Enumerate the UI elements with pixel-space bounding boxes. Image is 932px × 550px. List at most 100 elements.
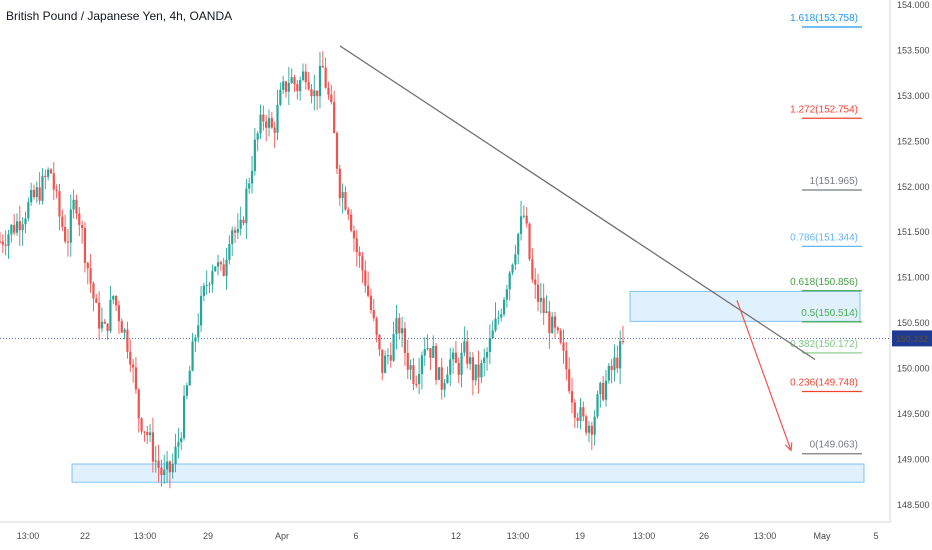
candle-body xyxy=(120,321,123,333)
candle-body xyxy=(477,364,480,378)
trend-line xyxy=(339,45,816,361)
candle-body xyxy=(350,214,353,231)
candle-body xyxy=(100,321,104,329)
candle-body xyxy=(613,357,616,371)
candle-body xyxy=(471,357,474,381)
candle-body xyxy=(545,311,548,314)
candle-body xyxy=(364,270,367,286)
x-tick-label: 29 xyxy=(203,531,213,541)
candle-body xyxy=(423,349,426,356)
candle-body xyxy=(83,228,87,263)
candle-body xyxy=(205,285,208,287)
y-tick-label: 148.500 xyxy=(897,500,930,510)
forecast-arrow-head xyxy=(784,442,793,452)
candle-body xyxy=(324,67,327,88)
y-tick-label: 152.000 xyxy=(897,182,930,192)
candle-body xyxy=(502,299,506,315)
candle-body xyxy=(494,318,497,331)
candle-body xyxy=(112,296,115,300)
candle-body xyxy=(460,352,463,375)
candle-body xyxy=(568,369,571,392)
candle-body xyxy=(81,224,84,229)
candle-body xyxy=(579,407,582,421)
candle-body xyxy=(32,190,36,198)
candle-body xyxy=(381,349,384,373)
candle-body xyxy=(282,81,285,90)
fib-level-label: 1.618(153.758) xyxy=(790,13,858,24)
candle-body xyxy=(174,446,177,464)
candle-body xyxy=(321,65,324,68)
candle-body xyxy=(194,337,197,342)
candle-body xyxy=(66,241,70,243)
candle-body xyxy=(361,255,364,271)
candle-body xyxy=(367,285,370,296)
candle-body xyxy=(270,118,273,128)
candle-body xyxy=(242,219,245,224)
x-tick-label: 6 xyxy=(353,531,358,541)
candle-body xyxy=(355,238,358,253)
y-tick-label: 149.000 xyxy=(897,454,930,464)
y-tick-label: 154.000 xyxy=(897,0,930,10)
candle-body xyxy=(35,187,38,198)
candle-body xyxy=(449,359,452,375)
candle-body xyxy=(273,127,276,133)
candle-body xyxy=(511,264,514,273)
fib-level-label: 0.786(151.344) xyxy=(790,232,858,243)
candle-body xyxy=(222,264,225,276)
candle-body xyxy=(338,168,341,199)
candle-body xyxy=(384,355,387,373)
candle-body xyxy=(290,77,293,83)
candle-body xyxy=(310,89,313,97)
candle-body xyxy=(15,221,19,233)
candle-body xyxy=(559,330,562,343)
candle-body xyxy=(225,259,228,276)
candle-body xyxy=(197,325,200,338)
candle-body xyxy=(0,241,2,243)
candle-body xyxy=(123,329,126,333)
x-tick-label: 13:00 xyxy=(17,531,40,541)
candle-body xyxy=(236,228,239,233)
candle-body xyxy=(293,77,296,85)
candle-body xyxy=(330,94,333,103)
candle-body xyxy=(610,365,613,371)
candle-body xyxy=(188,370,191,386)
candle-body xyxy=(185,385,188,396)
candle-body xyxy=(259,114,262,134)
candle-body xyxy=(219,262,222,265)
candle-body xyxy=(279,89,282,105)
candle-body xyxy=(131,364,135,368)
candle-body xyxy=(333,102,336,134)
fib-level-label: 1.272(152.754) xyxy=(790,104,858,115)
candle-body xyxy=(72,199,75,210)
candle-body xyxy=(307,82,310,90)
candle-body xyxy=(301,71,305,81)
candle-body xyxy=(335,133,339,169)
candle-body xyxy=(10,225,13,235)
candle-body xyxy=(451,352,455,360)
candle-body xyxy=(341,192,344,199)
candle-body xyxy=(468,357,472,364)
x-tick-label: 5 xyxy=(873,531,878,541)
candle-body xyxy=(49,169,53,174)
candle-body xyxy=(30,190,33,203)
y-tick-label: 153.000 xyxy=(897,91,930,101)
candle-body xyxy=(265,121,268,128)
x-tick-label: 26 xyxy=(699,531,709,541)
candle-body xyxy=(327,87,330,95)
candle-body xyxy=(525,215,528,224)
candle-body xyxy=(587,425,591,433)
candle-body xyxy=(485,352,489,358)
candle-body xyxy=(61,216,64,227)
candle-body xyxy=(398,318,401,334)
candle-body xyxy=(253,139,256,172)
candle-body xyxy=(604,380,608,400)
candle-body xyxy=(358,252,361,256)
candle-body xyxy=(299,80,302,92)
candle-body xyxy=(403,328,407,354)
candle-body xyxy=(296,84,299,92)
fib-level-label: 1(151.965) xyxy=(810,176,858,187)
candle-body xyxy=(446,374,449,384)
y-tick-label: 151.500 xyxy=(897,227,930,237)
